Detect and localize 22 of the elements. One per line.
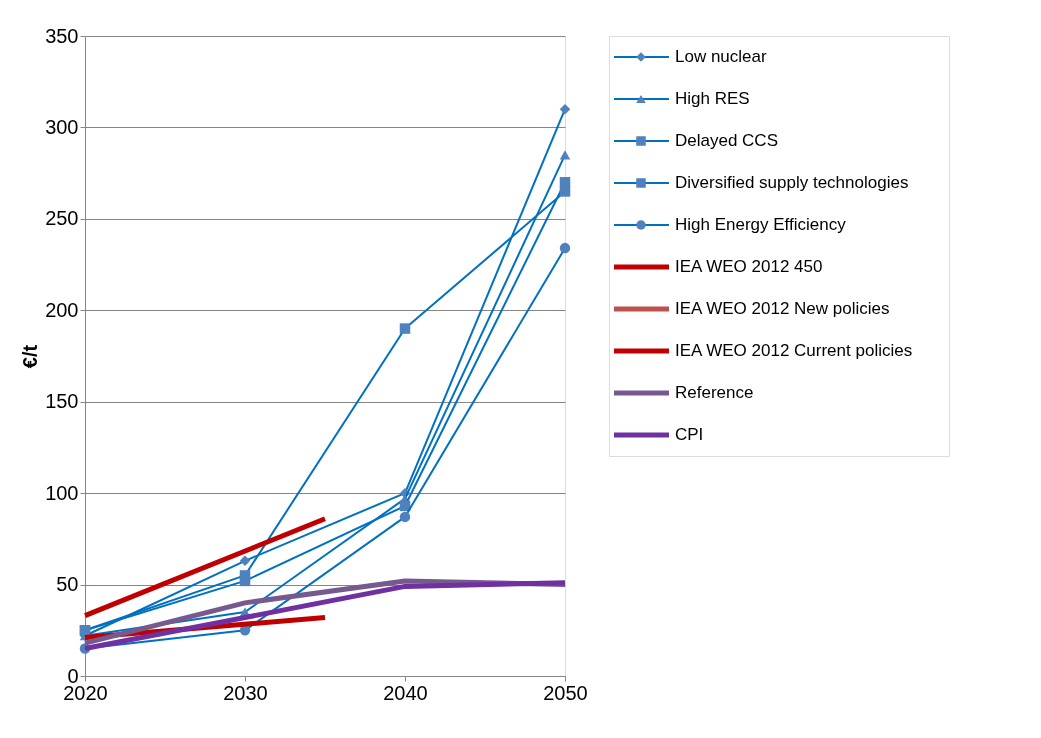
legend-label: IEA WEO 2012 New policies [675,299,890,318]
y-tick-label: 50 [56,573,79,596]
y-tick-label: 100 [45,481,79,504]
y-axis-title: €/t [19,344,42,369]
legend-label: IEA WEO 2012 Current policies [675,341,913,360]
y-tick-label: 250 [45,207,79,230]
legend-label: Delayed CCS [675,131,778,150]
legend-label: High RES [675,89,750,108]
x-tick-label: 2030 [223,681,268,704]
y-tick-label: 200 [45,298,79,321]
y-tick-label: 300 [45,115,79,138]
legend-label: CPI [675,425,704,444]
y-tick-label: 0 [67,664,79,687]
legend-label: Diversified supply technologies [675,173,909,192]
legend-label: Reference [675,383,754,402]
legend-label: High Energy Efficiency [675,215,847,234]
legend-label: Low nuclear [675,47,767,66]
x-tick-label: 2050 [543,681,588,704]
legend-label: IEA WEO 2012 450 [675,257,823,276]
y-tick-label: 350 [45,24,79,47]
x-tick-label: 2040 [383,681,428,704]
y-tick-label: 150 [45,390,79,413]
